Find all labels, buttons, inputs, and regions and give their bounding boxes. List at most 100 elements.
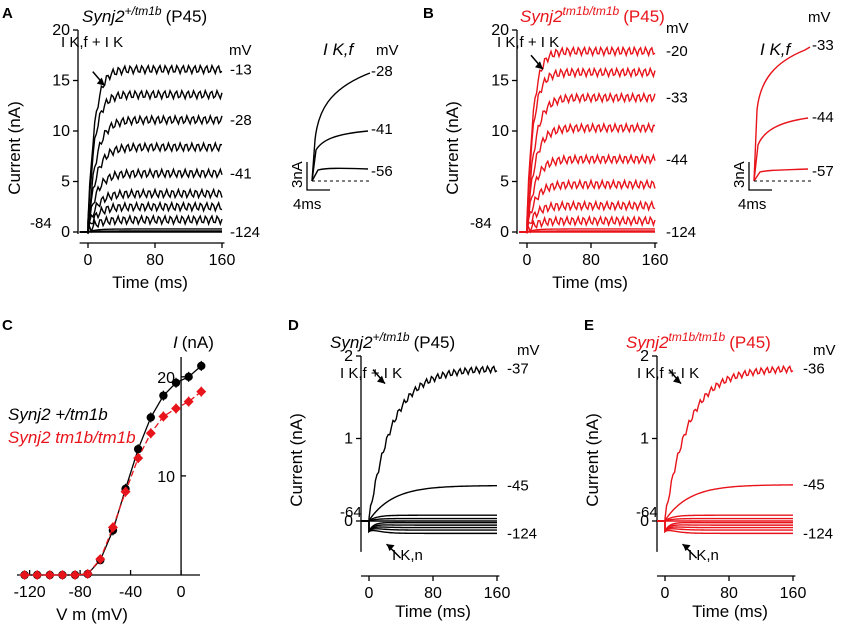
panel-e-trace (657, 520, 793, 534)
panel-b-trace (519, 230, 655, 233)
panel-c-point-mut (171, 403, 182, 414)
panel-letter-a: A (2, 5, 13, 22)
panel-a-xlabel: Time (ms) (112, 273, 188, 292)
panel-c-point-wt (146, 413, 155, 422)
panel-b-inset: I K,f mV -33 -44 -57 3nA 4ms (731, 9, 834, 213)
panel-d-trace (361, 520, 497, 534)
panel-b-xtick-label: 160 (642, 252, 669, 269)
panel-a-ytick-label: 0 (61, 224, 70, 241)
panel-letter-e: E (584, 317, 594, 334)
panel-d-unit-label: mV (517, 342, 540, 359)
panel-a-inset-label: I K,f (323, 40, 356, 59)
panel-a-ytick-label: 5 (61, 174, 70, 191)
panel-a-trace (79, 213, 223, 234)
panel-d-trace (361, 520, 497, 533)
panel-a-trace (79, 63, 223, 233)
panel-b-inset-vlabel-1: -33 (812, 37, 834, 54)
panel-a-xtick-label: 160 (209, 252, 236, 269)
panel-c-point-wt (171, 378, 181, 387)
panel-a-xtick-label: 80 (146, 252, 164, 269)
panel-c-point-wt (159, 391, 168, 400)
panel-e-annotation-top: I K,f + I K (637, 365, 699, 382)
panel-e-unit-label: mV (813, 342, 836, 359)
panel-b-ytick-label: 20 (491, 22, 509, 39)
panel-b-arrow-head (535, 61, 543, 70)
panel-c-point-mut (44, 570, 55, 580)
panel-d-voltage-label: -45 (507, 478, 529, 495)
panel-b-voltage-label: -33 (666, 90, 688, 107)
panel-e-ytick-label: 0 (640, 513, 649, 530)
panel-e-annotation-bottom: I K,n (688, 547, 719, 564)
panel-b-voltage-label: -124 (666, 224, 696, 241)
panel-b-xtick-label: 0 (523, 252, 532, 269)
panel-d-chart: Synj2+/tm1b (P45) I K,f + I K I K,n mV -6… (287, 330, 540, 621)
panel-b-inset-trace-3 (753, 168, 809, 182)
panel-letter-d: D (288, 317, 299, 334)
panel-b-voltage-label: -44 (666, 151, 688, 168)
panel-a-inset-trace-3 (311, 167, 369, 182)
panel-d-trace (361, 514, 497, 522)
panel-e-ytick-label: 2 (640, 348, 649, 365)
panel-a-xtick-label: 0 (84, 252, 93, 269)
panel-a-arrow-head (96, 77, 105, 86)
panel-e-xtick-label: 160 (780, 585, 807, 602)
panel-d-trace (361, 517, 497, 522)
panel-d-arrow-bottom-head (386, 544, 395, 552)
panel-e-xtick-label: 80 (720, 585, 738, 602)
panel-e-ylabel: Current (nA) (583, 413, 602, 507)
panel-c-xtick-label: -40 (119, 584, 142, 601)
panel-b-ytick-label: 10 (491, 123, 509, 140)
panel-b-annotation: I K,f + I K (497, 34, 559, 51)
panel-d-ytick-label: 0 (344, 513, 353, 530)
panel-b-inset-scalebar (748, 162, 772, 191)
panel-a-inset-vlabel-1: -28 (371, 63, 393, 80)
panel-a-annotation: I K,f + I K (61, 34, 123, 51)
panel-b-inset-label: I K,f (760, 40, 793, 59)
panel-d-voltage-label: -124 (507, 525, 537, 542)
panel-c-point-mut (183, 396, 194, 407)
panel-b-unit-label: mV (666, 20, 689, 37)
panel-b-trace (519, 121, 656, 233)
panel-d-trace (361, 520, 497, 535)
panel-c-point-mut (70, 570, 81, 580)
panel-b-chart: Synj2tm1b/tm1b (P45) I K,f + I K mV -84 C… (443, 4, 696, 292)
panel-e-trace (657, 364, 794, 522)
panel-e-trace (657, 517, 793, 522)
panel-b-xlabel: Time (ms) (552, 273, 628, 292)
panel-c-point-mut (57, 570, 68, 580)
panel-d-xtick-label: 0 (365, 585, 374, 602)
panel-b-holding-label: -84 (470, 215, 492, 232)
panel-e-voltage-label: -124 (803, 525, 833, 542)
panel-b-trace (519, 178, 656, 234)
panel-b-trace (519, 152, 656, 233)
panel-b-inset-vlabel-3: -57 (812, 163, 834, 180)
panel-b-inset-trace-2 (753, 117, 809, 182)
panel-a-inset-vlabel-2: -41 (371, 121, 393, 138)
panel-d-holding-label: -64 (340, 504, 362, 521)
panel-a-inset-vlabel-3: -56 (371, 163, 393, 180)
panel-c-point-mut (82, 569, 93, 580)
panel-c-point-mut (133, 453, 144, 464)
panel-a-trace (79, 167, 223, 233)
panel-d-xtick-label: 80 (424, 585, 442, 602)
panel-d-arrow-head (377, 375, 385, 384)
panel-e-trace (657, 520, 793, 535)
panel-e-chart: Synj2tm1b/tm1b (P45) I K,f + I K I K,n mV… (583, 330, 836, 621)
panel-d-trace (361, 520, 497, 533)
panel-c-point-mut (19, 570, 30, 580)
panel-e-trace (657, 484, 794, 522)
panel-d-trace (361, 520, 497, 534)
panel-a-voltage-label: -41 (230, 165, 252, 182)
panel-c-point-wt (133, 444, 143, 454)
panel-c-ylabel: I (nA) (173, 333, 214, 352)
panel-c-point-mut (107, 522, 118, 533)
panel-c-xtick-label: -120 (14, 584, 46, 601)
panel-b-inset-scalebar-x: 4ms (738, 196, 766, 213)
panel-a-holding-label: -84 (30, 215, 52, 232)
panel-c-xlabel: V m (mV) (56, 605, 128, 624)
panel-d-trace (361, 364, 498, 522)
panel-d-voltage-label: -37 (507, 360, 529, 377)
panel-a-unit-label: mV (229, 42, 252, 59)
panel-a-voltage-label: -28 (230, 112, 252, 129)
